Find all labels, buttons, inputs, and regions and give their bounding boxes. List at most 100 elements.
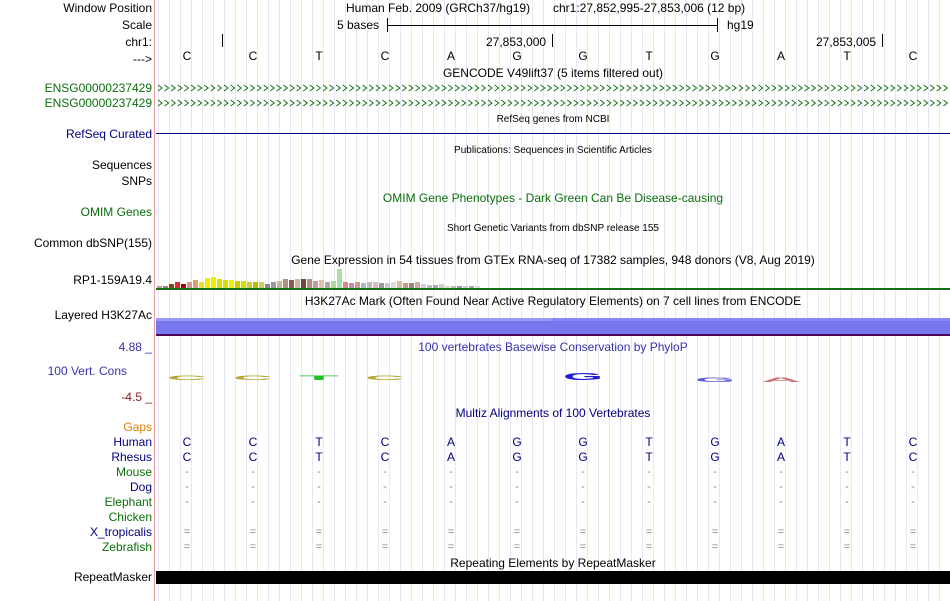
gtex-tissue-bar[interactable] bbox=[367, 282, 372, 288]
gtex-tissue-bar[interactable] bbox=[313, 281, 318, 288]
gtex-tissue-bar[interactable] bbox=[181, 284, 186, 288]
label-dbsnp[interactable]: Common dbSNP(155) bbox=[33, 236, 152, 250]
gtex-tissue-bar[interactable] bbox=[439, 284, 444, 288]
gtex-tissue-bar[interactable] bbox=[463, 286, 468, 288]
gtex-tissue-bar[interactable] bbox=[397, 281, 402, 288]
gtex-tissue-bar[interactable] bbox=[403, 283, 408, 288]
track-area[interactable]: Human Feb. 2009 (GRCh37/hg19) chr1:27,85… bbox=[156, 0, 950, 601]
gtex-tissue-bar[interactable] bbox=[247, 282, 252, 288]
gtex-tissue-bar[interactable] bbox=[253, 282, 258, 288]
label-sequences[interactable]: Sequences bbox=[91, 158, 152, 172]
label-refseq[interactable]: RefSeq Curated bbox=[65, 127, 152, 141]
gtex-tissue-bar[interactable] bbox=[271, 282, 276, 288]
gtex-tissue-bar[interactable] bbox=[457, 286, 462, 288]
gtex-tissue-bar[interactable] bbox=[157, 286, 162, 288]
label-repeatmasker[interactable]: RepeatMasker bbox=[73, 570, 152, 584]
gtex-tissue-bar[interactable] bbox=[421, 284, 426, 288]
gtex-tissue-bar[interactable] bbox=[169, 284, 174, 288]
gtex-tissue-bar[interactable] bbox=[475, 286, 480, 288]
gtex-tissue-bar[interactable] bbox=[283, 279, 288, 288]
gene-strand-arrow bbox=[428, 84, 434, 92]
species-label-x_tropicalis[interactable]: X_tropicalis bbox=[89, 525, 152, 539]
gtex-tissue-bar[interactable] bbox=[295, 279, 300, 288]
gtex-tissue-bar[interactable] bbox=[235, 281, 240, 288]
gtex-tissue-bar[interactable] bbox=[379, 283, 384, 288]
label-gtex-gene[interactable]: RP1-159A19.4 bbox=[73, 273, 152, 287]
gtex-tissue-bar[interactable] bbox=[469, 286, 474, 288]
label-omim[interactable]: OMIM Genes bbox=[80, 205, 152, 219]
species-label-chicken[interactable]: Chicken bbox=[108, 510, 152, 524]
gencode-genes[interactable] bbox=[156, 81, 950, 109]
species-label-rhesus[interactable]: Rhesus bbox=[111, 450, 152, 464]
gene-strand-arrow bbox=[685, 99, 691, 107]
gtex-tissue-bar[interactable] bbox=[175, 282, 180, 288]
gtex-tissue-bar[interactable] bbox=[211, 277, 216, 288]
label-snps[interactable]: SNPs bbox=[121, 174, 152, 188]
gtex-tissue-bar[interactable] bbox=[289, 280, 294, 288]
gene-strand-arrow bbox=[514, 99, 520, 107]
grid-line bbox=[521, 0, 522, 601]
gtex-tissue-bar[interactable] bbox=[331, 281, 336, 288]
gtex-tissue-bar[interactable] bbox=[193, 280, 198, 288]
gene-strand-arrow bbox=[692, 84, 698, 92]
scale-text: 5 bases bbox=[337, 18, 380, 32]
alignment-cell: = bbox=[909, 526, 917, 538]
gtex-tissue-bar[interactable] bbox=[205, 278, 210, 288]
label-h3k27ac[interactable]: Layered H3K27Ac bbox=[54, 308, 152, 322]
gtex-tissue-bar[interactable] bbox=[349, 283, 354, 288]
gtex-tissue-bar[interactable] bbox=[361, 283, 366, 288]
gtex-tissue-bar[interactable] bbox=[223, 280, 228, 288]
gtex-tissue-bar[interactable] bbox=[427, 285, 432, 288]
gtex-tissue-bar[interactable] bbox=[241, 281, 246, 288]
gtex-tissue-bar[interactable] bbox=[415, 282, 420, 288]
gene-strand-arrow bbox=[791, 84, 797, 92]
gtex-tissue-bar[interactable] bbox=[445, 286, 450, 288]
gtex-tissue-bar[interactable] bbox=[307, 279, 312, 288]
species-label-mouse[interactable]: Mouse bbox=[115, 465, 152, 479]
gtex-tissue-bar[interactable] bbox=[163, 286, 168, 288]
gtex-tissue-bar[interactable] bbox=[325, 282, 330, 288]
gtex-tissue-bar[interactable] bbox=[373, 282, 378, 288]
gtex-tissue-bar[interactable] bbox=[277, 281, 282, 288]
gtex-tissue-bar[interactable] bbox=[301, 279, 306, 288]
base-letter: C bbox=[908, 49, 918, 63]
label-ensg-1[interactable]: ENSG00000237429 bbox=[44, 81, 152, 95]
gene-strand-arrow bbox=[665, 99, 672, 107]
gtex-tissue-bar[interactable] bbox=[217, 279, 222, 288]
gtex-tissue-bar[interactable] bbox=[265, 284, 270, 288]
gtex-tissue-bar[interactable] bbox=[355, 282, 360, 288]
gtex-tissue-bar[interactable] bbox=[451, 286, 456, 288]
gtex-tissue-bar[interactable] bbox=[409, 283, 414, 288]
gene-strand-arrow bbox=[190, 84, 196, 92]
gtex-tissue-bar[interactable] bbox=[391, 282, 396, 288]
species-label-dog[interactable]: Dog bbox=[129, 480, 152, 494]
repeatmasker-element[interactable] bbox=[156, 571, 950, 584]
gtex-tissue-bar[interactable] bbox=[187, 282, 192, 288]
gtex-tissue-bar[interactable] bbox=[433, 285, 438, 288]
ruler-tick bbox=[882, 34, 883, 47]
gtex-tissue-bar[interactable] bbox=[259, 282, 264, 288]
alignment-cell: - bbox=[713, 466, 717, 478]
label-ensg-2[interactable]: ENSG00000237429 bbox=[44, 96, 152, 110]
gene-strand-arrow bbox=[599, 99, 606, 107]
gtex-tissue-bar[interactable] bbox=[199, 282, 204, 288]
alignment-cell: = bbox=[513, 541, 521, 553]
gene-strand-arrow bbox=[764, 84, 771, 92]
gtex-expression-chart[interactable] bbox=[156, 266, 950, 292]
gtex-tissue-bar[interactable] bbox=[385, 283, 390, 288]
h3k27ac-signal[interactable] bbox=[156, 318, 950, 340]
species-label-elephant[interactable]: Elephant bbox=[104, 495, 152, 509]
alignment-cell: = bbox=[447, 541, 455, 553]
gene-strand-arrow bbox=[507, 99, 513, 107]
species-label-human[interactable]: Human bbox=[113, 435, 152, 449]
alignment-cell: - bbox=[713, 496, 717, 508]
alignment-cell: - bbox=[251, 496, 255, 508]
gtex-tissue-bar[interactable] bbox=[343, 282, 348, 288]
refseq-gene-line[interactable] bbox=[156, 133, 950, 134]
gtex-tissue-bar[interactable] bbox=[229, 280, 234, 288]
label-cons[interactable]: 100 Vert. Cons bbox=[47, 364, 127, 378]
gtex-tissue-bar[interactable] bbox=[319, 280, 324, 288]
species-label-zebrafish[interactable]: Zebrafish bbox=[101, 540, 152, 554]
gtex-tissue-bar[interactable] bbox=[337, 269, 342, 288]
